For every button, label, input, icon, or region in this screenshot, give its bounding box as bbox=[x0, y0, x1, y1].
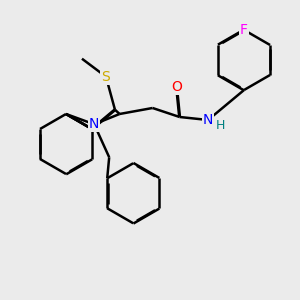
Text: O: O bbox=[171, 80, 182, 94]
Text: H: H bbox=[216, 119, 225, 132]
Text: N: N bbox=[203, 113, 213, 127]
Text: N: N bbox=[89, 117, 99, 131]
Text: F: F bbox=[240, 23, 248, 37]
Text: S: S bbox=[102, 70, 110, 84]
